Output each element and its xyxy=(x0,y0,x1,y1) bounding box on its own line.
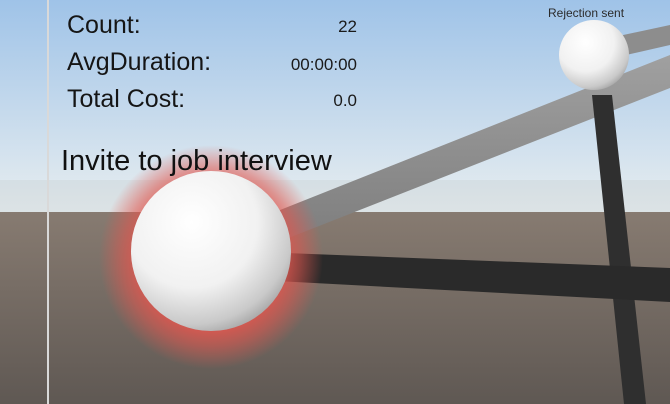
total-cost-label: Total Cost: xyxy=(67,85,186,113)
count-value: 22 xyxy=(338,17,357,36)
node-label-rejection-sent: Rejection sent xyxy=(548,6,625,20)
avg-duration-label: AvgDuration: xyxy=(67,48,212,76)
left-panel-edge xyxy=(0,0,48,404)
node-label-invite-to-job-interview: Invite to job interview xyxy=(61,145,332,177)
node-invite-to-job-interview[interactable] xyxy=(131,171,291,331)
edge-dark-horizontal xyxy=(258,252,670,302)
node-rejection-sent[interactable] xyxy=(559,20,629,90)
left-panel-divider xyxy=(47,0,49,404)
total-cost-value: 0.0 xyxy=(333,91,357,110)
avg-duration-value: 00:00:00 xyxy=(290,55,357,74)
edge-dark-vertical xyxy=(592,95,646,404)
edge-to-rejection-sent xyxy=(250,55,670,246)
count-label: Count: xyxy=(67,11,141,39)
